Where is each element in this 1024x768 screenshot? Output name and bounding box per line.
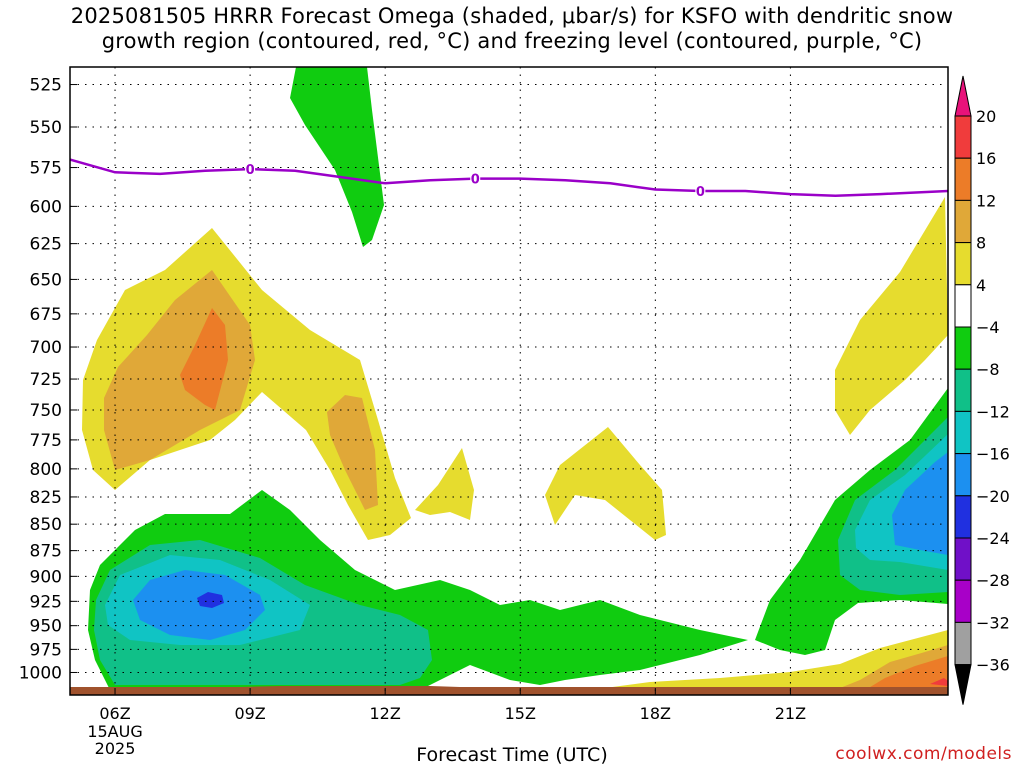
x-tick-label-15Z: 15Z [505, 704, 536, 723]
y-tick-label-975: 975 [30, 640, 62, 660]
y-tick-label-775: 775 [30, 431, 62, 451]
colorbar-segment-13 [954, 621, 972, 666]
x-tick-label-12Z: 12Z [370, 704, 401, 723]
x-tick-label-09Z: 09Z [234, 704, 265, 723]
colorbar-segment-10 [954, 495, 972, 539]
colorbar-bottom-arrow [954, 664, 972, 705]
colorbar-segment-4 [954, 242, 972, 286]
colorbar-segment-1 [954, 115, 972, 159]
colorbar-label-4: 4 [976, 276, 986, 295]
freezing-level-line [69, 158, 949, 197]
y-tick-label-1000: 1000 [19, 663, 62, 683]
freezing-label-2: 0 [696, 185, 705, 200]
colorbar-segment-11 [954, 537, 972, 581]
colorbar-label-7: −12 [976, 402, 1010, 421]
y-tick-label-600: 600 [30, 197, 62, 217]
shade-orange-southeast [862, 656, 948, 692]
shade-yellow-east [835, 197, 948, 435]
colorbar-segment-9 [954, 453, 972, 497]
y-tick-label-650: 650 [30, 270, 62, 290]
plot-frame [69, 66, 949, 696]
freezing-level-contour: 0 0 0 [69, 158, 949, 200]
y-tick-label-900: 900 [30, 567, 62, 587]
colorbar-segment-5 [954, 284, 972, 328]
y-tick-label-925: 925 [30, 592, 62, 612]
freezing-label-0: 0 [246, 163, 255, 178]
freezing-label-bg-1 [470, 170, 481, 185]
colorbar-label-1: 16 [976, 149, 996, 168]
colorbar-segment-6 [954, 326, 972, 370]
ground-strip [70, 687, 948, 695]
x-axis-title: Forecast Time (UTC) [416, 744, 608, 766]
y-tick-label-625: 625 [30, 235, 62, 255]
colorbar-segment-8 [954, 410, 972, 455]
colorbar-label-6: −8 [976, 360, 1000, 379]
shade-orange-west [180, 308, 228, 410]
omega-shaded-regions [82, 67, 948, 692]
shade-yellow-small1 [415, 448, 474, 520]
colorbar-label-2: 12 [976, 191, 996, 210]
colorbar-segment-2 [954, 157, 972, 201]
y-tick-label-575: 575 [30, 159, 62, 179]
ground-surface-bump [240, 686, 460, 687]
y-tick-label-725: 725 [30, 370, 62, 390]
colorbar-label-10: −24 [976, 529, 1010, 548]
colorbar-top-arrow [954, 75, 972, 117]
x-tick-label-06Z: 06Z [99, 704, 130, 723]
shade-blue-east [892, 452, 948, 555]
x-tick-date-0: 15AUG [87, 722, 142, 741]
colorbar-label-0: 20 [976, 107, 996, 126]
freezing-label-bg-2 [695, 183, 706, 198]
x-tick-label-18Z: 18Z [640, 704, 671, 723]
shade-yellow-mid [545, 427, 666, 540]
colorbar-segment-12 [954, 579, 972, 623]
y-tick-label-850: 850 [30, 515, 62, 535]
chart-title: 2025081505 HRRR Forecast Omega (shaded, … [0, 4, 1024, 54]
shade-green-upper [290, 67, 384, 247]
colorbar-label-5: −4 [976, 318, 1000, 337]
colorbar-label-11: −28 [976, 571, 1010, 590]
chart-title-line1: 2025081505 HRRR Forecast Omega (shaded, … [70, 4, 954, 28]
colorbar-label-8: −16 [976, 445, 1010, 464]
x-tick-date-1: 2025 [95, 739, 136, 758]
colorbar-segment-3 [954, 199, 972, 244]
y-tick-label-550: 550 [30, 118, 62, 138]
y-tick-label-525: 525 [30, 76, 62, 96]
y-tick-label-875: 875 [30, 542, 62, 562]
shade-blue-west [133, 570, 265, 640]
colorbar-segment-7 [954, 368, 972, 412]
colorbar-label-3: 8 [976, 234, 986, 253]
shade-darkblue-west [197, 592, 224, 608]
y-axis-pressure: 525 550 575 600 625 650 675 700 725 750 775 800 825 8… [19, 76, 77, 683]
colorbar-label-12: −32 [976, 613, 1010, 632]
chart-title-line2: growth region (contoured, red, °C) and f… [101, 29, 923, 53]
y-tick-label-750: 750 [30, 401, 62, 421]
x-tick-label-21Z: 21Z [775, 704, 806, 723]
freezing-label-bg-0 [245, 161, 256, 176]
credit-text: coolwx.com/models [835, 744, 1012, 764]
freezing-label-1: 0 [471, 173, 480, 188]
y-tick-label-800: 800 [30, 460, 62, 480]
y-tick-label-675: 675 [30, 305, 62, 325]
shade-red-southeast [930, 678, 948, 686]
colorbar-label-9: −20 [976, 487, 1010, 506]
y-tick-label-825: 825 [30, 488, 62, 508]
y-tick-label-700: 700 [30, 338, 62, 358]
colorbar: 20 16 12 8 4 −4 −8 −12 −16 −20 −24 −28 −32 −36 [954, 75, 1010, 705]
y-tick-label-950: 950 [30, 617, 62, 637]
shade-yellow-southeast [590, 630, 948, 692]
shade-orange-light-mid [327, 395, 378, 510]
colorbar-label-13: −36 [976, 656, 1010, 675]
